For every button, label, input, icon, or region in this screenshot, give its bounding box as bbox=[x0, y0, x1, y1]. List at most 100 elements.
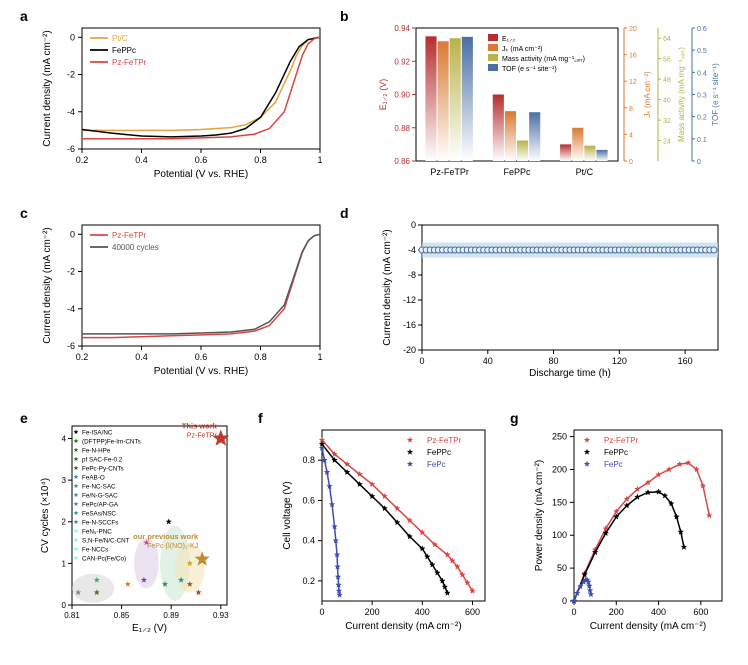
panel-label-a: a bbox=[20, 8, 28, 24]
svg-text:Potential (V vs. RHE): Potential (V vs. RHE) bbox=[154, 169, 248, 180]
svg-text:200: 200 bbox=[552, 464, 567, 474]
svg-text:4: 4 bbox=[62, 434, 67, 443]
svg-text:Fe-NC-SAC: Fe-NC-SAC bbox=[82, 484, 116, 491]
bar-E1/2-Pz-FeTPr bbox=[425, 36, 436, 161]
svg-text:0: 0 bbox=[319, 607, 324, 617]
svg-text:0.6: 0.6 bbox=[195, 352, 208, 362]
svg-text:0.8: 0.8 bbox=[254, 155, 267, 165]
svg-text:20: 20 bbox=[629, 26, 637, 33]
svg-text:100: 100 bbox=[552, 530, 567, 540]
bar-Mass-Pt/C bbox=[584, 146, 595, 161]
svg-text:0.81: 0.81 bbox=[64, 611, 80, 620]
panel-e: 0.810.850.890.9301234E₁⸝₂ (V)CV cycles (… bbox=[40, 421, 229, 634]
svg-text:0: 0 bbox=[70, 32, 75, 42]
bar-Jk-FePPc bbox=[505, 111, 516, 161]
svg-text:80: 80 bbox=[549, 356, 559, 366]
svg-text:0.90: 0.90 bbox=[394, 91, 410, 100]
svg-text:250: 250 bbox=[552, 432, 567, 442]
svg-text:Cell voltage (V): Cell voltage (V) bbox=[282, 481, 293, 549]
svg-text:Pz-FeTPr: Pz-FeTPr bbox=[187, 432, 218, 439]
bar-E1/2-FePPc bbox=[493, 95, 504, 162]
svg-text:0.86: 0.86 bbox=[394, 157, 410, 166]
svg-text:0: 0 bbox=[562, 596, 567, 606]
svg-text:Fe-ISA/NC: Fe-ISA/NC bbox=[82, 430, 113, 437]
svg-text:FeN₅-PNC: FeN₅-PNC bbox=[82, 529, 112, 536]
svg-text:-4: -4 bbox=[67, 107, 75, 117]
panel-label-c: c bbox=[20, 205, 28, 221]
panel-label-e: e bbox=[20, 410, 28, 426]
svg-text:3: 3 bbox=[62, 476, 67, 485]
svg-text:0.94: 0.94 bbox=[394, 24, 410, 33]
svg-text:0: 0 bbox=[62, 601, 67, 610]
svg-text:0.2: 0.2 bbox=[76, 352, 89, 362]
svg-text:Pz-FeTPr: Pz-FeTPr bbox=[427, 436, 462, 445]
svg-text:FePc: FePc bbox=[427, 460, 446, 469]
svg-text:12: 12 bbox=[629, 79, 637, 86]
svg-text:4: 4 bbox=[629, 132, 633, 139]
panel-label-f: f bbox=[258, 410, 263, 426]
svg-text:150: 150 bbox=[552, 497, 567, 507]
svg-text:40000 cycles: 40000 cycles bbox=[112, 243, 159, 252]
svg-text:600: 600 bbox=[693, 607, 708, 617]
panel-label-g: g bbox=[510, 410, 519, 426]
svg-text:0.6: 0.6 bbox=[302, 495, 315, 505]
bar-Mass-FePPc bbox=[517, 141, 528, 161]
panel-f: 02004006000.20.40.60.8Current density (m… bbox=[282, 430, 485, 632]
svg-text:Pt/C: Pt/C bbox=[112, 34, 128, 43]
svg-text:FePPc: FePPc bbox=[503, 167, 531, 177]
svg-text:0: 0 bbox=[419, 356, 424, 366]
svg-text:Fe-NCCs: Fe-NCCs bbox=[82, 547, 108, 554]
svg-text:Jₖ (mA cm⁻²): Jₖ (mA cm⁻²) bbox=[502, 46, 543, 53]
svg-text:0.4: 0.4 bbox=[302, 536, 315, 546]
series-FePc bbox=[322, 448, 340, 595]
svg-text:50: 50 bbox=[557, 563, 567, 573]
svg-text:FePc-Py-CNTs: FePc-Py-CNTs bbox=[82, 466, 124, 473]
svg-text:600: 600 bbox=[465, 607, 480, 617]
panel-b: 0.860.880.900.920.94E₁⸝₂ (V)048121620Jₖ … bbox=[378, 24, 720, 177]
svg-text:FePc: FePc bbox=[604, 460, 623, 469]
svg-text:Power density (mA cm⁻²): Power density (mA cm⁻²) bbox=[534, 460, 545, 571]
svg-text:FeSAs/NSC: FeSAs/NSC bbox=[82, 511, 116, 518]
svg-text:24: 24 bbox=[663, 139, 671, 146]
svg-text:Fe-N-HPe: Fe-N-HPe bbox=[82, 448, 111, 455]
svg-text:S,N-Fe/N/C-CNT: S,N-Fe/N/C-CNT bbox=[82, 538, 130, 545]
svg-text:pf SAC-Fe-0.2: pf SAC-Fe-0.2 bbox=[82, 457, 123, 464]
svg-text:TOF (e s⁻¹ site⁻¹): TOF (e s⁻¹ site⁻¹) bbox=[502, 66, 557, 73]
svg-text:64: 64 bbox=[663, 36, 671, 43]
svg-text:FeAB-O: FeAB-O bbox=[82, 475, 105, 482]
svg-text:-2: -2 bbox=[67, 70, 75, 80]
svg-text:-20: -20 bbox=[403, 345, 416, 355]
svg-text:56: 56 bbox=[663, 57, 671, 64]
svg-text:E₁⸝₂: E₁⸝₂ bbox=[502, 36, 516, 43]
bar-Mass-Pz-FeTPr bbox=[450, 38, 461, 161]
svg-text:0.93: 0.93 bbox=[213, 611, 229, 620]
svg-text:Pt/C: Pt/C bbox=[576, 167, 594, 177]
bar-TOF-FePPc bbox=[529, 112, 540, 161]
svg-text:400: 400 bbox=[651, 607, 666, 617]
svg-text:-8: -8 bbox=[408, 270, 416, 280]
svg-text:0.2: 0.2 bbox=[302, 576, 315, 586]
svg-text:This work: This work bbox=[182, 421, 218, 430]
svg-text:TOF (e s⁻¹ site⁻¹): TOF (e s⁻¹ site⁻¹) bbox=[711, 63, 720, 126]
svg-text:0.88: 0.88 bbox=[394, 124, 410, 133]
series-Pz-FeTPr bbox=[574, 463, 709, 601]
bar-TOF-Pt/C bbox=[596, 150, 607, 161]
svg-text:0.85: 0.85 bbox=[114, 611, 130, 620]
svg-text:0.92: 0.92 bbox=[394, 57, 410, 66]
svg-text:-4: -4 bbox=[408, 245, 416, 255]
svg-text:8: 8 bbox=[629, 106, 633, 113]
svg-text:CV cycles (×10⁴): CV cycles (×10⁴) bbox=[40, 478, 51, 553]
svg-text:40: 40 bbox=[483, 356, 493, 366]
svg-text:16: 16 bbox=[629, 53, 637, 60]
svg-text:0.89: 0.89 bbox=[163, 611, 179, 620]
svg-text:120: 120 bbox=[612, 356, 627, 366]
svg-text:2: 2 bbox=[62, 518, 67, 527]
svg-text:our previous work: our previous work bbox=[133, 532, 199, 541]
svg-text:1: 1 bbox=[317, 155, 322, 165]
svg-text:0.8: 0.8 bbox=[302, 455, 315, 465]
svg-text:32: 32 bbox=[663, 118, 671, 125]
svg-text:1: 1 bbox=[317, 352, 322, 362]
svg-text:200: 200 bbox=[365, 607, 380, 617]
svg-text:-16: -16 bbox=[403, 320, 416, 330]
svg-text:-6: -6 bbox=[67, 341, 75, 351]
